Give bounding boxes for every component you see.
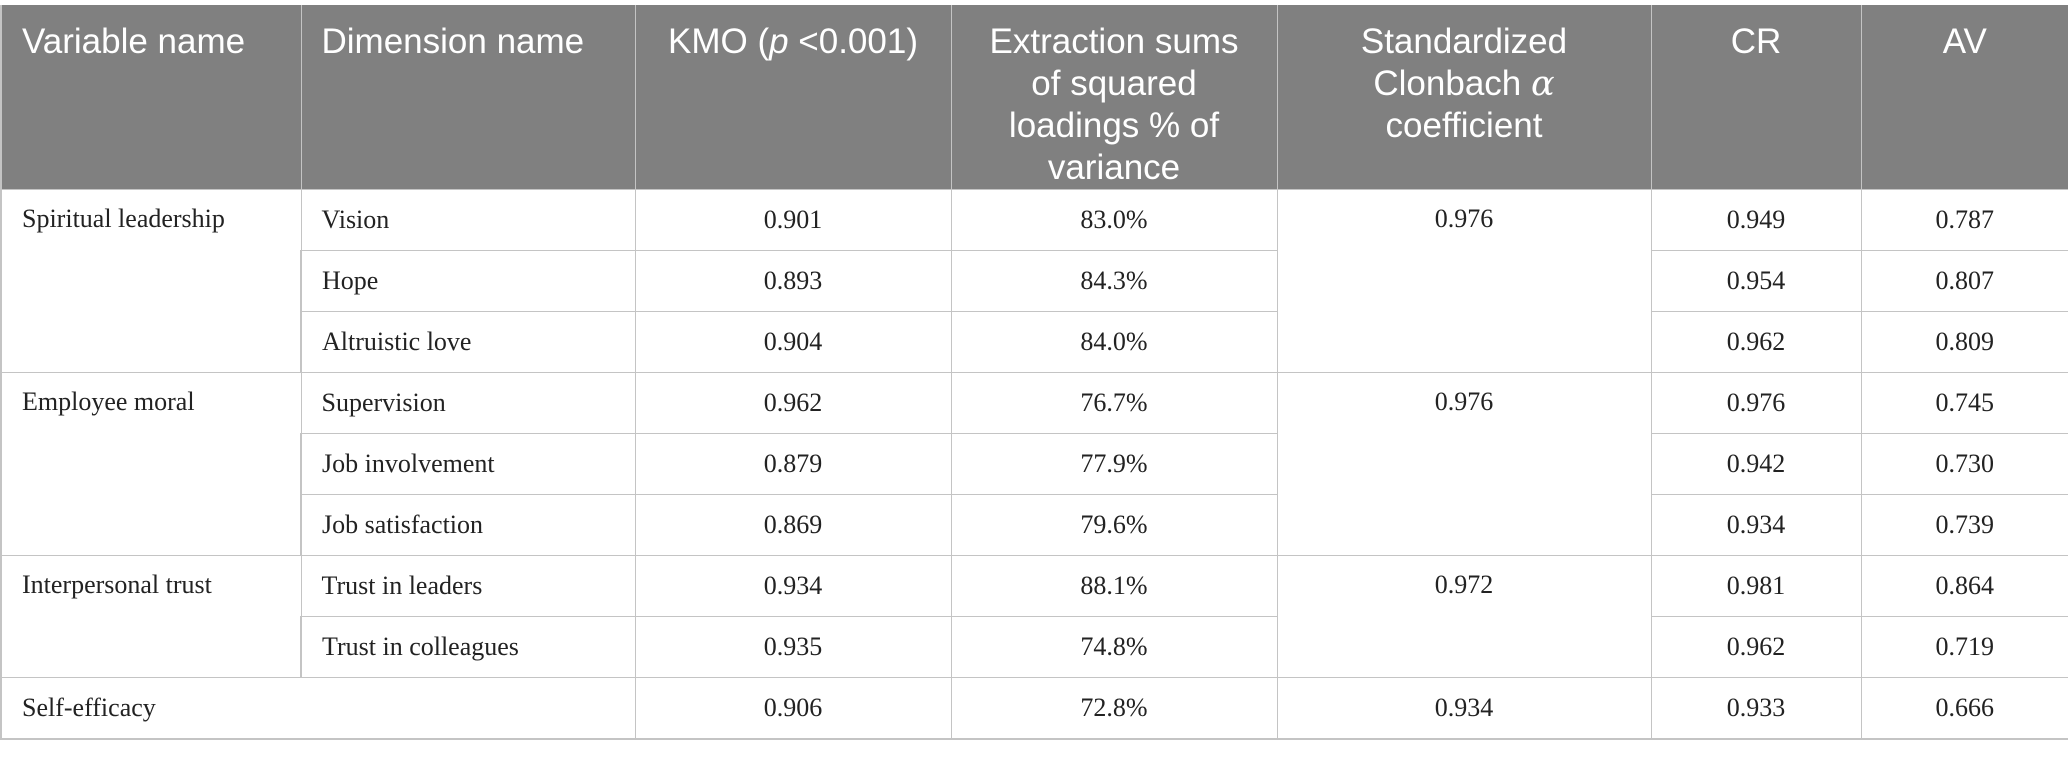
table-row: Hope 0.893 84.3% 0.954 0.807 (1, 250, 2068, 312)
av-cell: 0.809 (1860, 311, 2068, 373)
header-dimension-name: Dimension name (300, 0, 636, 190)
table-header: Variable name Dimension name KMO (p <0.0… (0, 0, 2068, 190)
header-kmo-p: p (769, 22, 789, 61)
table-row: Trust in colleagues 0.935 74.8% 0.962 0.… (1, 616, 2068, 678)
table-row: Altruistic love 0.904 84.0% 0.962 0.809 (1, 311, 2068, 373)
kmo-cell: 0.904 (634, 311, 952, 373)
reliability-validity-table: Variable name Dimension name KMO (p <0.0… (0, 0, 2068, 740)
kmo-cell: 0.901 (634, 189, 952, 251)
dimension-cell: Job satisfaction (300, 494, 636, 556)
header-variable-name: Variable name (0, 0, 302, 190)
kmo-cell: 0.879 (634, 433, 952, 495)
av-cell: 0.787 (1860, 189, 2068, 251)
dimension-cell: Trust in colleagues (300, 616, 636, 678)
table-row: Interpersonal trust Trust in leaders 0.9… (0, 555, 2068, 678)
kmo-cell: 0.869 (634, 494, 952, 556)
alpha-cell: 0.976 (1276, 189, 1652, 373)
extraction-cell: 74.8% (950, 616, 1278, 678)
av-cell: 0.807 (1860, 250, 2068, 312)
header-kmo: KMO (p <0.001) (634, 0, 952, 190)
table-body: Spiritual leadership Vision 0.901 83.0% … (0, 189, 2068, 740)
header-kmo-suffix: <0.001) (788, 22, 918, 61)
table-row: Self-efficacy 0.906 72.8% 0.934 0.933 0.… (0, 677, 2068, 740)
header-av: AV (1860, 0, 2068, 190)
cr-cell: 0.976 (1650, 372, 1862, 434)
av-cell: 0.719 (1860, 616, 2068, 678)
variable-cell: Interpersonal trust (0, 555, 302, 678)
table-row: Spiritual leadership Vision 0.901 83.0% … (0, 189, 2068, 373)
extraction-cell: 84.3% (950, 250, 1278, 312)
header-cronbach: Standardized Clonbach α coefficient (1276, 0, 1652, 190)
extraction-cell: 72.8% (950, 677, 1278, 740)
extraction-cell: 76.7% (950, 372, 1278, 434)
extraction-cell: 79.6% (950, 494, 1278, 556)
extraction-cell: 84.0% (950, 311, 1278, 373)
header-kmo-prefix: KMO ( (668, 22, 770, 61)
av-cell: 0.666 (1860, 677, 2068, 740)
kmo-cell: 0.962 (634, 372, 952, 434)
av-cell: 0.864 (1860, 555, 2068, 617)
dimension-cell: Altruistic love (300, 311, 636, 373)
dimension-cell: Job involvement (300, 433, 636, 495)
table-row: Job involvement 0.879 77.9% 0.942 0.730 (1, 433, 2068, 495)
variable-cell: Employee moral (0, 372, 302, 556)
av-cell: 0.730 (1860, 433, 2068, 495)
table-row: Employee moral Supervision 0.962 76.7% 0… (0, 372, 2068, 556)
cr-cell: 0.942 (1650, 433, 1862, 495)
dimension-cell: Trust in leaders (300, 555, 636, 617)
header-extraction: Extraction sums of squared loadings % of… (950, 0, 1278, 190)
header-cr: CR (1650, 0, 1862, 190)
dimension-cell: Vision (300, 189, 636, 251)
kmo-cell: 0.893 (634, 250, 952, 312)
kmo-cell: 0.935 (634, 616, 952, 678)
extraction-cell: 88.1% (950, 555, 1278, 617)
variable-cell: Self-efficacy (0, 677, 636, 740)
kmo-cell: 0.934 (634, 555, 952, 617)
header-cronbach-suffix: coefficient (1385, 106, 1543, 145)
av-cell: 0.739 (1860, 494, 2068, 556)
av-cell: 0.745 (1860, 372, 2068, 434)
cr-cell: 0.949 (1650, 189, 1862, 251)
dimension-cell: Hope (300, 250, 636, 312)
alpha-cell: 0.934 (1276, 677, 1652, 740)
alpha-cell: 0.976 (1276, 372, 1652, 556)
cr-cell: 0.962 (1650, 311, 1862, 373)
cr-cell: 0.934 (1650, 494, 1862, 556)
cr-cell: 0.933 (1650, 677, 1862, 740)
kmo-cell: 0.906 (634, 677, 952, 740)
variable-cell: Spiritual leadership (0, 189, 302, 373)
cr-cell: 0.962 (1650, 616, 1862, 678)
dimension-cell: Supervision (300, 372, 636, 434)
header-cronbach-prefix: Standardized Clonbach (1360, 22, 1568, 103)
alpha-cell: 0.972 (1276, 555, 1652, 678)
extraction-cell: 83.0% (950, 189, 1278, 251)
cr-cell: 0.981 (1650, 555, 1862, 617)
header-row: Variable name Dimension name KMO (p <0.0… (0, 0, 2068, 190)
extraction-cell: 77.9% (950, 433, 1278, 495)
header-cronbach-alpha: α (1530, 64, 1555, 104)
table-row: Job satisfaction 0.869 79.6% 0.934 0.739 (1, 494, 2068, 556)
cr-cell: 0.954 (1650, 250, 1862, 312)
